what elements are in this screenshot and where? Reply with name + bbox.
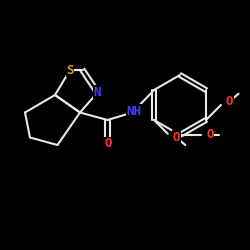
Text: S: S <box>66 64 74 76</box>
Text: O: O <box>206 128 214 141</box>
Text: NH: NH <box>126 105 141 118</box>
Text: N: N <box>94 86 101 99</box>
Text: O: O <box>173 131 180 144</box>
Text: O: O <box>105 137 112 150</box>
Text: O: O <box>226 95 234 108</box>
